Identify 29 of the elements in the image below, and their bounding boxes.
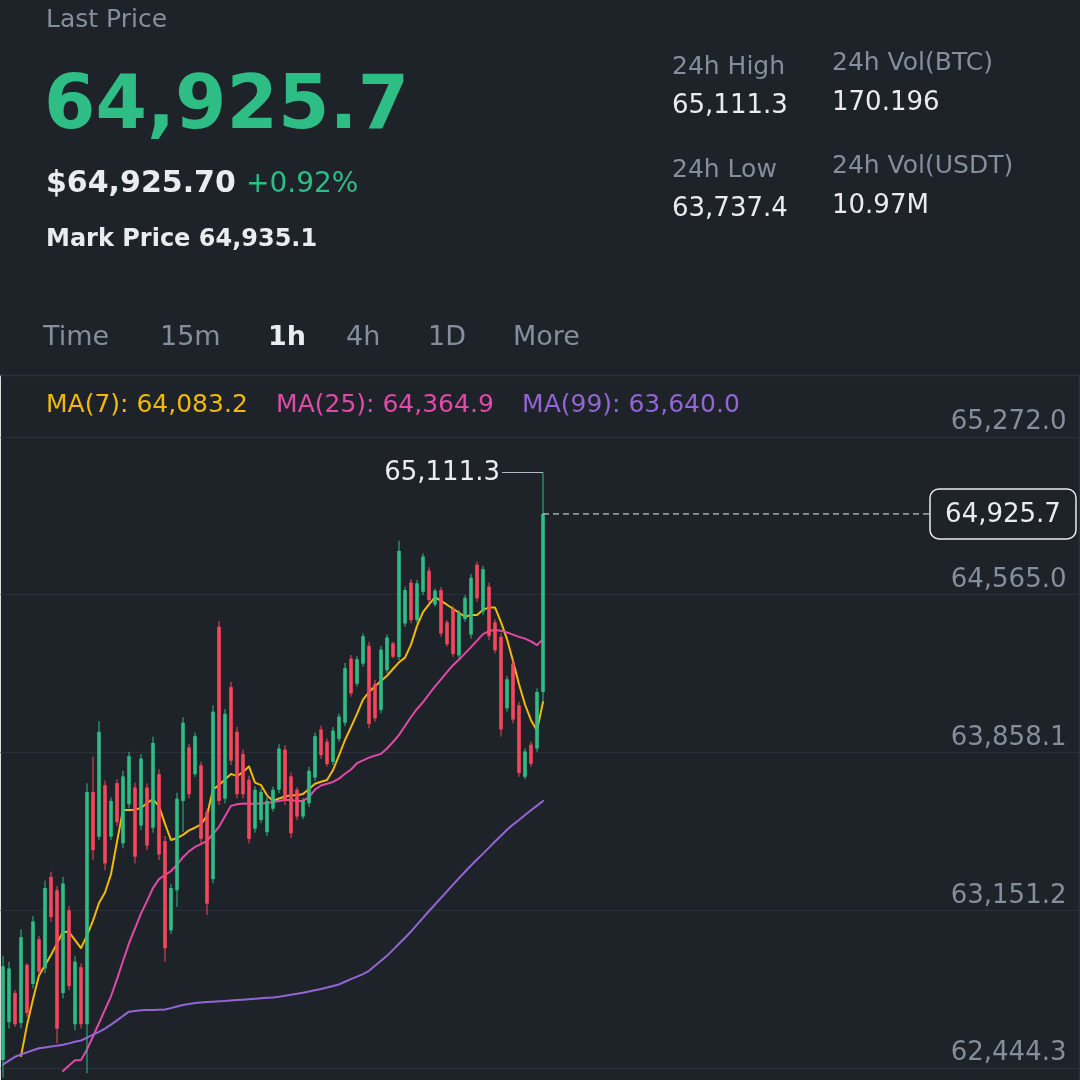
text: $64,925.70 — [46, 164, 236, 199]
y-tick-label: 63,858.1 — [950, 720, 1067, 751]
text: 24h High — [672, 51, 786, 80]
text: 4h — [346, 320, 381, 351]
text: Time — [42, 320, 110, 351]
text: MA(99): 63,640.0 — [522, 389, 740, 418]
text: 15m — [160, 320, 221, 351]
y-tick-label: 62,444.3 — [950, 1036, 1067, 1067]
text: +0.92% — [246, 166, 359, 199]
ref-line-label: 64,925.7 — [945, 497, 1061, 528]
annotation: 65,111.3 — [384, 456, 500, 487]
text: 64,925.7 — [44, 59, 410, 145]
text: 170.196 — [832, 86, 940, 116]
text: 1D — [428, 320, 466, 351]
text: 10.97M — [832, 189, 929, 219]
text: 24h Vol(USDT) — [832, 150, 1014, 179]
y-tick-label: 64,565.0 — [950, 562, 1067, 593]
y-tick-label: 65,272.0 — [950, 405, 1067, 436]
text: 63,737.4 — [672, 192, 788, 222]
text: 65,111.3 — [672, 89, 788, 119]
text: Mark Price 64,935.1 — [46, 224, 318, 252]
text: 24h Vol(BTC) — [832, 47, 993, 76]
y-tick-label: 63,151.2 — [950, 878, 1067, 909]
text: 24h Low — [672, 154, 777, 183]
text: 1h — [268, 320, 307, 351]
text: MA(25): 64,364.9 — [276, 389, 494, 418]
text: More — [513, 320, 580, 351]
text: MA(7): 64,083.2 — [46, 389, 248, 418]
text: Last Price — [46, 4, 168, 33]
